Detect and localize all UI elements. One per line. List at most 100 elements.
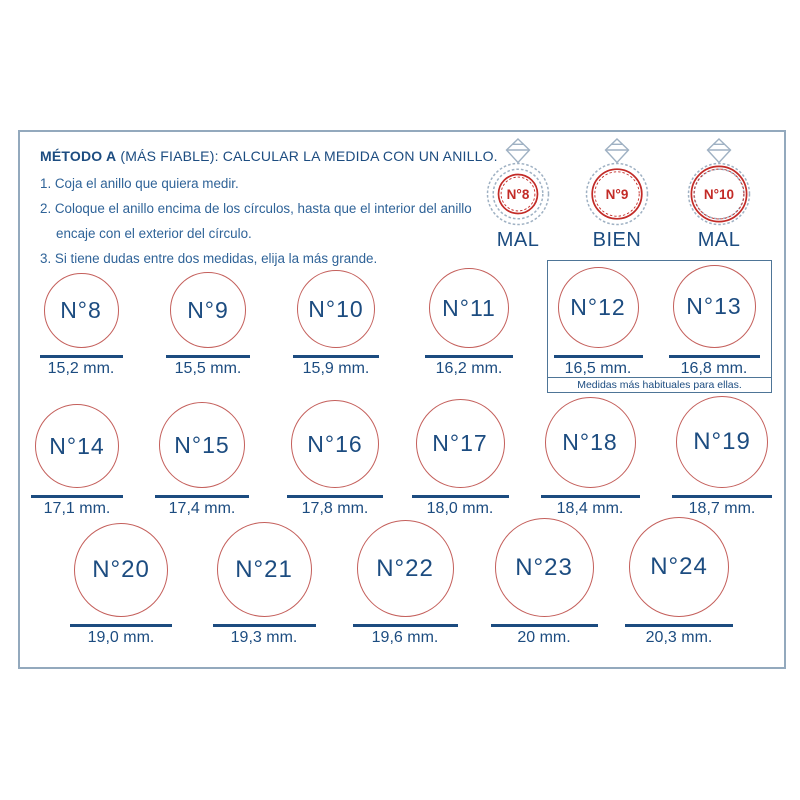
size-circle: N°17 xyxy=(415,399,505,488)
ring-fit-example: N°10 MAL xyxy=(669,136,769,252)
size-underline xyxy=(70,624,172,627)
size-circle: N°20 xyxy=(74,523,168,617)
size-circle: N°24 xyxy=(629,517,729,617)
ring-size-label: N°10 xyxy=(704,187,734,202)
size-underline xyxy=(540,495,640,498)
size-number-label: N°19 xyxy=(693,428,751,455)
instruction-steps: 1. Coja el anillo que quiera medir. 2. C… xyxy=(40,171,510,271)
size-circle: N°18 xyxy=(544,397,636,488)
size-number-label: N°18 xyxy=(562,429,618,455)
ring-icon: N°10 xyxy=(687,138,751,226)
size-underline xyxy=(31,495,123,498)
size-number-label: N°11 xyxy=(442,294,496,321)
ring-size-cell: N°17 18,0 mm. xyxy=(390,399,530,518)
ring-size-cell: N°12 16,5 mm. xyxy=(528,267,668,378)
size-circle: N°9 xyxy=(170,272,246,348)
ring-size-cell: N°22 19,6 mm. xyxy=(335,520,475,647)
size-circle-dashed xyxy=(500,176,536,212)
size-underline xyxy=(625,624,733,627)
guide-frame: MÉTODO A (MÁS FIABLE): CALCULAR LA MEDID… xyxy=(18,130,786,669)
ring-size-label: N°9 xyxy=(606,187,629,202)
ring-fit-verdict: MAL xyxy=(496,229,540,251)
size-mm-label: 15,5 mm. xyxy=(174,360,242,377)
size-circle: N°10 xyxy=(297,270,375,348)
size-number-label: N°8 xyxy=(60,297,102,323)
ring-fit-example: N°9 BIEN xyxy=(567,136,667,252)
ring-fit-verdict: BIEN xyxy=(592,229,642,251)
ring-band-outer xyxy=(486,162,550,226)
size-mm-label: 19,3 mm. xyxy=(230,629,298,646)
size-underline xyxy=(212,624,316,627)
size-number-label: N°13 xyxy=(686,293,742,319)
size-mm-label: 17,4 mm. xyxy=(168,500,236,517)
diamond-icon xyxy=(706,138,732,164)
ring-size-cell: N°21 19,3 mm. xyxy=(194,522,334,647)
size-circle: N°19 xyxy=(676,396,768,488)
size-circle: N°21 xyxy=(216,522,312,617)
instruction-step-2: 2. Coloque el anillo encima de los círcu… xyxy=(40,201,472,241)
size-mm-label: 17,1 mm. xyxy=(43,500,111,517)
ring-icon: N°8 xyxy=(486,138,550,226)
ring-size-cell: N°16 17,8 mm. xyxy=(265,400,405,518)
size-circle-dashed xyxy=(594,171,640,217)
ring-size-cell: N°24 20,3 mm. xyxy=(609,517,749,647)
size-number-label: N°21 xyxy=(235,555,293,583)
ring-band-inner xyxy=(492,168,544,220)
size-underline xyxy=(293,355,379,358)
size-mm-label: 16,2 mm. xyxy=(435,360,503,377)
size-number-label: N°12 xyxy=(570,294,626,320)
method-title-rest: (MÁS FIABLE): CALCULAR LA MEDIDA CON UN … xyxy=(120,148,498,164)
size-mm-label: 19,6 mm. xyxy=(371,629,439,646)
size-underline xyxy=(553,355,643,358)
size-circle-outline xyxy=(497,173,539,215)
size-underline xyxy=(155,495,249,498)
size-number-label: N°20 xyxy=(92,556,150,583)
method-title: MÉTODO A (MÁS FIABLE): CALCULAR LA MEDID… xyxy=(40,148,510,164)
ring-size-cell: N°9 15,5 mm. xyxy=(138,272,278,378)
size-number-label: N°16 xyxy=(307,430,363,457)
size-underline xyxy=(39,355,123,358)
size-circle: N°15 xyxy=(159,402,245,488)
size-number-label: N°9 xyxy=(187,296,229,323)
instruction-step-1: 1. Coja el anillo que quiera medir. xyxy=(40,176,239,191)
ring-size-cell: N°11 16,2 mm. xyxy=(399,268,539,378)
size-underline xyxy=(166,355,250,358)
size-circle: N°8 xyxy=(43,273,119,348)
size-mm-label: 16,8 mm. xyxy=(680,360,748,377)
ring-size-cell: N°20 19,0 mm. xyxy=(51,523,191,647)
ring-size-cell: N°13 16,8 mm. xyxy=(644,265,784,378)
size-mm-label: 15,2 mm. xyxy=(47,360,115,377)
method-title-bold: MÉTODO A xyxy=(40,148,117,164)
size-underline xyxy=(352,624,458,627)
size-underline xyxy=(672,495,772,498)
size-circle: N°13 xyxy=(672,265,756,348)
size-circle-outline xyxy=(690,165,748,223)
size-mm-label: 19,0 mm. xyxy=(87,629,155,646)
size-underline xyxy=(490,624,598,627)
size-underline xyxy=(668,355,760,358)
size-mm-label: 16,5 mm. xyxy=(564,360,632,377)
ring-size-cell: N°10 15,9 mm. xyxy=(266,270,406,378)
size-circle: N°22 xyxy=(356,520,454,617)
size-circle: N°11 xyxy=(429,268,509,348)
size-underline xyxy=(411,495,509,498)
ring-band-outer xyxy=(687,162,751,226)
method-header: MÉTODO A (MÁS FIABLE): CALCULAR LA MEDID… xyxy=(40,148,510,271)
diamond-icon xyxy=(505,138,531,164)
size-circle-dashed xyxy=(693,168,745,220)
ring-size-cell: N°23 20 mm. xyxy=(474,518,614,647)
ring-icon: N°9 xyxy=(585,138,649,226)
ring-size-cell: N°18 18,4 mm. xyxy=(520,397,660,518)
size-circle-outline xyxy=(591,168,643,220)
size-number-label: N°10 xyxy=(308,295,364,322)
size-number-label: N°15 xyxy=(174,431,230,458)
size-circle: N°23 xyxy=(494,518,594,617)
favorite-sizes-box: Medidas más habituales para ellas. xyxy=(547,260,772,393)
size-mm-label: 17,8 mm. xyxy=(301,500,369,517)
ring-size-cell: N°8 15,2 mm. xyxy=(11,273,151,378)
ring-size-cell: N°19 18,7 mm. xyxy=(652,396,792,518)
size-circle: N°14 xyxy=(35,404,119,488)
size-mm-label: 18,0 mm. xyxy=(426,500,494,517)
size-number-label: N°14 xyxy=(49,432,105,459)
ring-fit-verdict: MAL xyxy=(697,229,741,251)
